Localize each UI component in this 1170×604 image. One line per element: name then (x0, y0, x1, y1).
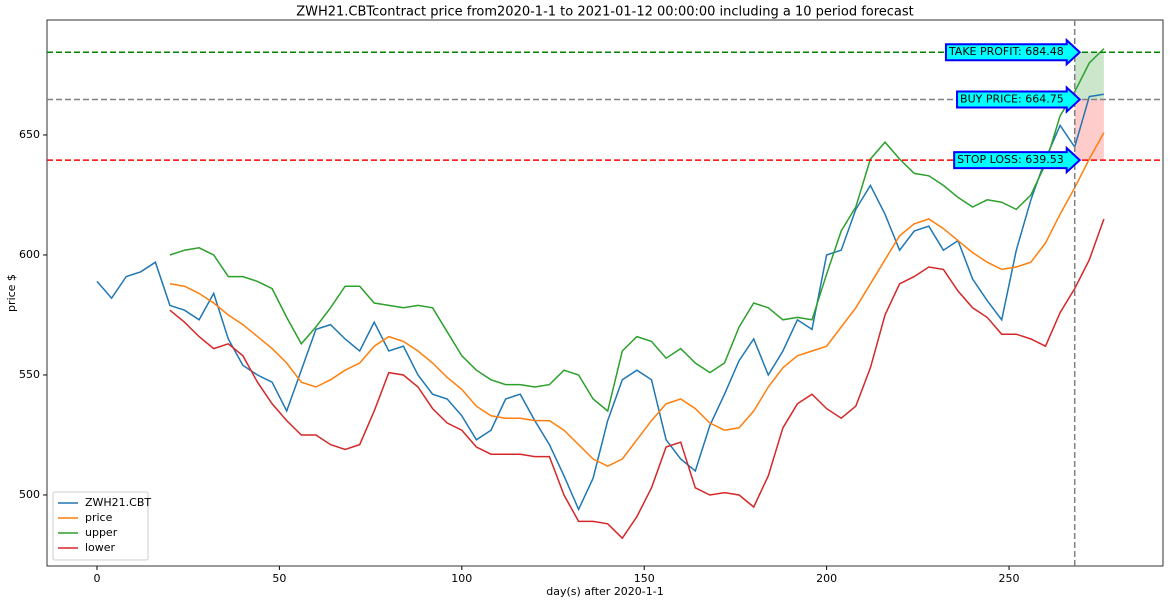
x-axis-label: day(s) after 2020-1-1 (546, 585, 664, 598)
y-tick-label: 650 (19, 128, 40, 141)
x-tick-label: 0 (93, 572, 100, 585)
legend: ZWH21.CBT price upper lower (52, 491, 151, 561)
legend-box (52, 491, 149, 561)
x-tick-label: 50 (272, 572, 286, 585)
legend-label: ZWH21.CBT (85, 496, 151, 509)
annotation-arrow (953, 145, 1082, 175)
plot-frame (46, 19, 1164, 567)
series-line (169, 132, 1105, 468)
x-tick-label: 150 (634, 572, 655, 585)
series-line (169, 218, 1105, 540)
legend-label: upper (85, 526, 118, 539)
y-tick-label: 500 (19, 488, 40, 501)
annotation-arrow (944, 37, 1082, 67)
x-tick-label: 250 (999, 572, 1020, 585)
annotation: STOP LOSS: 639.53 (953, 145, 1082, 175)
y-axis-label: price $ (5, 274, 18, 312)
profit-zone (1074, 52, 1104, 100)
series-line (169, 48, 1105, 413)
annotation-label: STOP LOSS: 639.53 (957, 153, 1064, 166)
y-tick-label: 550 (19, 368, 40, 381)
annotation-label: TAKE PROFIT: 684.48 (948, 45, 1064, 58)
annotation: TAKE PROFIT: 684.48 (944, 37, 1082, 67)
x-tick-label: 100 (451, 572, 472, 585)
y-tick-label: 600 (19, 248, 40, 261)
legend-label: lower (85, 541, 116, 554)
annotation: BUY PRICE: 664.75 (956, 85, 1082, 114)
x-tick-label: 200 (816, 572, 837, 585)
series-line (96, 93, 1105, 512)
legend-label: price (85, 511, 113, 524)
chart-title: ZWH21.CBTcontract price from2020-1-1 to … (296, 5, 914, 20)
annotation-arrow (956, 85, 1082, 114)
annotation-label: BUY PRICE: 664.75 (960, 93, 1064, 106)
